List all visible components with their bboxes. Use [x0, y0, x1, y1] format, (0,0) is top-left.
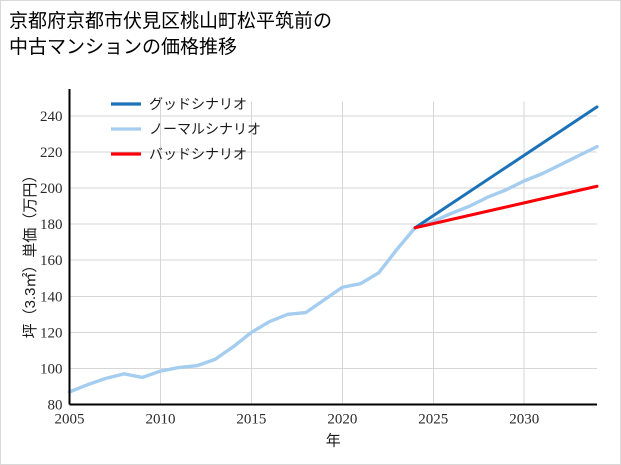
y-tick-label-100: 100	[40, 361, 63, 377]
x-tick-label-2010: 2010	[145, 412, 175, 428]
y-tick-label-140: 140	[40, 289, 63, 305]
y-tick-label-160: 160	[40, 253, 63, 269]
legend-label-0: グッドシナリオ	[149, 96, 247, 112]
x-tick-label-2030: 2030	[509, 412, 539, 428]
legend-label-1: ノーマルシナリオ	[149, 121, 261, 137]
x-axis-tick-labels: 2005 2010 2015 2020 2025 2030	[55, 412, 540, 428]
y-tick-label-220: 220	[40, 145, 63, 161]
chart-title: 京都府京都市伏見区桃山町松平筑前の 中古マンションの価格推移	[9, 11, 333, 58]
series-line-bad	[413, 184, 599, 230]
series-line-normal	[67, 144, 599, 394]
x-tick-label-2025: 2025	[418, 412, 448, 428]
y-axis-tick-labels: 80 100 120 140 160 180 200 220 240	[40, 109, 63, 414]
x-tick-label-2005: 2005	[55, 412, 85, 428]
y-axis-label: 坪（3.3㎡）単価（万円）	[22, 168, 39, 339]
series-line-good	[413, 105, 599, 230]
y-tick-label-120: 120	[40, 325, 63, 341]
plot-series	[67, 105, 599, 394]
y-tick-label-240: 240	[40, 109, 63, 125]
x-tick-label-2020: 2020	[327, 412, 357, 428]
legend-label-2: バッドシナリオ	[149, 146, 247, 162]
x-tick-label-2015: 2015	[236, 412, 266, 428]
y-tick-label-80: 80	[48, 398, 63, 414]
gridlines-vertical	[159, 101, 525, 405]
y-tick-label-200: 200	[40, 181, 63, 197]
y-tick-label-180: 180	[40, 217, 63, 233]
x-axis-label: 年	[326, 433, 341, 450]
